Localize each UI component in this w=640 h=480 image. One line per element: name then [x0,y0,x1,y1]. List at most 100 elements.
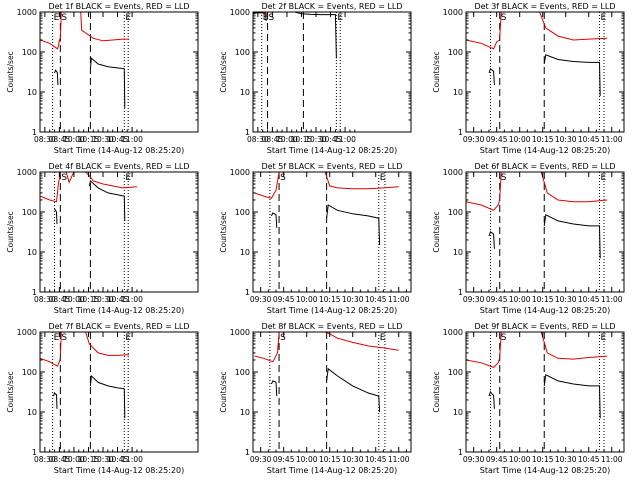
x-axis-label: Start Time (14-Aug-12 08:25:20) [54,306,185,315]
series-lld-segment-1 [466,199,501,211]
x-tick-label: 11:00 [121,135,143,144]
series-lld-segment-1 [254,172,280,199]
chart-title: Det 5f BLACK = Events, RED = LLD [261,162,402,171]
y-tick-label: 1 [245,288,250,297]
plot-frame [465,171,625,293]
series-events-segment-2 [89,374,126,419]
series-events-segment-2 [543,214,601,259]
chart-panel-6: Det 6f BLACK = Events, RED = LLD S E 1 10 100… [432,162,625,315]
x-axis-label: Start Time (14-Aug-12 08:25:20) [267,466,398,475]
x-tick-label: 10:15 [319,455,341,464]
series-events-segment-2 [326,204,381,246]
x-tick-label: 10:30 [342,455,364,464]
y-tick-label: 10 [240,248,250,257]
x-tick-label: 11:00 [388,455,410,464]
marker-label-e: E [380,173,386,183]
marker-label-s: S [61,13,67,23]
y-tick-label: 100 [448,208,463,217]
y-tick-label: 1000 [230,8,250,17]
series-lld-segment-1 [40,172,61,203]
series-events-segment-1 [488,231,495,249]
x-axis-label: Start Time (14-Aug-12 08:25:20) [267,146,398,155]
marker-label-s: S [269,13,275,23]
x-tick-label: 10:15 [78,295,100,304]
chart-title: Det 7f BLACK = Events, RED = LLD [48,322,189,331]
marker-label-e: E [600,173,606,183]
x-tick-label: 10:00 [63,295,85,304]
series-events-segment-1 [270,380,278,397]
chart-panel-8: Det 8f BLACK = Events, RED = LLD S E 1 10 100… [219,322,412,475]
marker-label-e: E [600,333,606,343]
y-axis-label: Counts/sec [432,51,441,92]
x-tick-label: 10:30 [555,135,577,144]
plot-frame [252,331,412,453]
x-tick-label: 10:45 [107,135,129,144]
x-tick-label: 10:00 [276,135,298,144]
y-tick-label: 1000 [17,8,37,17]
marker-label-s: S [501,13,507,23]
chart-panel-1: Det 1f BLACK = Events, RED = LLDESE11010… [6,2,199,155]
chart-title: Det 6f BLACK = Events, RED = LLD [474,162,615,171]
x-axis-label: Start Time (14-Aug-12 08:25:20) [54,146,185,155]
y-tick-label: 10 [240,408,250,417]
y-tick-label: 10 [453,248,463,257]
x-tick-label: 10:30 [555,295,577,304]
series-events-segment-1 [54,208,58,225]
y-tick-label: 1 [458,448,463,457]
y-tick-label: 100 [448,368,463,377]
x-axis-label: Start Time (14-Aug-12 08:25:20) [267,306,398,315]
series-events-segment-2 [89,57,126,108]
x-tick-label: 10:30 [92,135,114,144]
chart-title: Det 8f BLACK = Events, RED = LLD [261,322,402,331]
x-tick-label: 10:15 [532,295,554,304]
x-tick-label: 08:45 [262,135,284,144]
x-tick-label: 10:30 [305,135,327,144]
x-axis-label: Start Time (14-Aug-12 08:25:20) [480,466,611,475]
x-axis-label: Start Time (14-Aug-12 08:25:20) [480,306,611,315]
chart-title: Det 1f BLACK = Events, RED = LLD [48,2,189,11]
chart-panel-2: Det 2f BLACK = Events, RED = LLDESE11010… [219,2,412,155]
x-tick-label: 09:45 [486,295,508,304]
x-tick-label: 10:30 [92,455,114,464]
x-tick-label: 11:00 [601,135,623,144]
series-lld-segment-2 [59,12,130,42]
y-axis-label: Counts/sec [219,51,228,92]
x-tick-label: 10:00 [509,295,531,304]
y-tick-label: 1000 [17,328,37,337]
x-tick-label: 08:30 [34,295,56,304]
x-tick-label: 11:00 [388,295,410,304]
y-axis-label: Counts/sec [219,211,228,252]
x-tick-label: 10:45 [365,455,387,464]
plot-frame [252,11,412,133]
y-tick-label: 1000 [230,168,250,177]
y-tick-label: 1 [458,128,463,137]
marker-label-s: S [61,173,67,183]
x-tick-label: 10:00 [509,455,531,464]
marker-label-e: E [380,333,386,343]
series-lld-segment-1 [40,357,61,367]
y-tick-label: 100 [22,368,37,377]
x-tick-label: 08:45 [49,295,71,304]
chart-title: Det 4f BLACK = Events, RED = LLD [48,162,189,171]
series-events-segment-2 [88,179,126,221]
series-lld-segment-1 [40,38,61,50]
y-tick-label: 100 [448,48,463,57]
series-events-segment-2 [543,374,601,419]
marker-label-e: E [600,13,606,23]
chart-title: Det 9f BLACK = Events, RED = LLD [474,322,615,331]
x-tick-label: 08:30 [34,135,56,144]
series-lld-segment-2 [279,172,399,190]
y-tick-label: 1000 [230,328,250,337]
x-tick-label: 08:45 [49,455,71,464]
x-tick-label: 10:30 [342,295,364,304]
x-tick-label: 10:00 [509,135,531,144]
y-axis-label: Counts/sec [432,211,441,252]
x-tick-label: 09:45 [486,135,508,144]
y-tick-label: 1 [458,288,463,297]
y-tick-label: 1 [32,448,37,457]
x-tick-label: 09:30 [250,455,272,464]
y-tick-label: 10 [27,248,37,257]
chart-title: Det 3f BLACK = Events, RED = LLD [474,2,615,11]
x-tick-label: 11:00 [121,455,143,464]
